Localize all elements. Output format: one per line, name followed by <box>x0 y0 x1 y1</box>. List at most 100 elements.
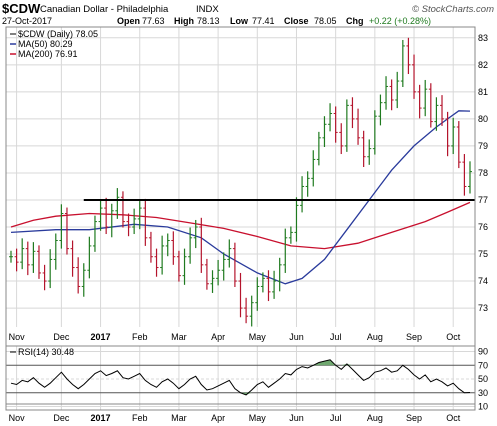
legend-ma50: MA(50) 80.29 <box>18 39 73 49</box>
low-label: Low <box>230 16 249 26</box>
x-tick-label: Jun <box>289 332 304 342</box>
x-tick-label: Sep <box>406 332 422 342</box>
price-bar <box>59 204 64 249</box>
x-tick-label: Aug <box>367 332 383 342</box>
x-tick-label: 2017 <box>91 332 111 342</box>
price-bar <box>255 277 260 311</box>
price-bar <box>344 99 349 152</box>
price-bar <box>53 233 58 270</box>
price-bar <box>249 295 254 327</box>
price-bar <box>384 76 389 110</box>
price-bar <box>143 198 148 246</box>
price-y-tick: 83 <box>478 33 488 43</box>
price-bar <box>227 239 232 268</box>
price-bar <box>300 176 305 213</box>
price-bar <box>182 248 187 285</box>
price-bar <box>36 245 41 279</box>
ma200-line <box>10 201 471 250</box>
price-bar <box>64 207 69 255</box>
price-bar <box>25 241 30 276</box>
x-tick-label: May <box>249 332 267 342</box>
price-bar <box>339 123 344 155</box>
rsi-x-tick-label: Apr <box>211 413 225 423</box>
price-bar <box>221 252 226 281</box>
price-bar <box>199 217 204 273</box>
price-bar <box>204 258 209 290</box>
price-bar <box>412 54 417 99</box>
price-bar <box>361 130 366 167</box>
price-y-tick: 82 <box>478 60 488 70</box>
rsi-y-tick: 50 <box>478 374 488 384</box>
price-bar <box>132 208 137 235</box>
price-bar <box>400 39 405 87</box>
price-bars <box>9 37 472 327</box>
price-bar <box>154 248 159 277</box>
rsi-x-tick-label: Nov <box>9 413 26 423</box>
price-bar <box>451 117 456 155</box>
rsi-x-tick-label: Dec <box>53 413 70 423</box>
price-bar <box>160 235 165 275</box>
rsi-panel-border <box>5 345 476 411</box>
price-y-tick: 73 <box>478 303 488 313</box>
price-bar <box>294 197 299 242</box>
open-value: 77.63 <box>142 16 165 26</box>
price-bar <box>126 213 131 237</box>
open-label: Open <box>117 16 140 26</box>
rsi-line <box>10 359 471 396</box>
rsi-x-tick-label: Aug <box>367 413 383 423</box>
price-bar <box>333 106 338 143</box>
price-bar <box>423 79 428 117</box>
price-bar <box>440 95 445 126</box>
rsi-x-tick-label: Jun <box>289 413 304 423</box>
price-bar <box>104 197 109 235</box>
price-bar <box>42 264 47 291</box>
price-bar <box>20 238 25 270</box>
price-y-tick: 74 <box>478 276 488 286</box>
rsi-y-tick: 70 <box>478 360 488 370</box>
rsi-plot <box>10 359 471 396</box>
price-bar <box>188 227 193 264</box>
price-bar <box>417 84 422 119</box>
price-bar <box>210 270 215 293</box>
price-bar <box>81 263 86 297</box>
rsi-x-tick-label: May <box>249 413 267 423</box>
price-bar <box>98 199 103 231</box>
price-bar <box>434 97 439 131</box>
price-legend: $CDW (Daily) 78.05 MA(50) 80.29 MA(200) … <box>10 29 98 59</box>
price-y-tick: 75 <box>478 249 488 259</box>
x-tick-label: Jul <box>330 332 342 342</box>
price-bar <box>14 248 19 272</box>
price-bar <box>76 257 81 294</box>
price-bar <box>238 272 243 318</box>
price-bar <box>115 188 120 219</box>
price-bar <box>87 236 92 279</box>
price-bar <box>367 139 372 165</box>
price-y-tick: 78 <box>478 168 488 178</box>
price-bar <box>389 79 394 111</box>
price-bar <box>395 71 400 109</box>
price-bar <box>92 215 97 252</box>
price-y-tick: 76 <box>478 222 488 232</box>
rsi-y-tick: 30 <box>478 388 488 398</box>
rsi-x-tick-label: 2017 <box>91 413 111 423</box>
price-bar <box>48 249 53 289</box>
rsi-x-tick-label: Jul <box>330 413 342 423</box>
chg-label: Chg <box>346 16 364 26</box>
x-tick-label: Dec <box>53 332 70 342</box>
price-bar <box>266 270 271 302</box>
price-bar <box>305 171 310 197</box>
x-tick-label: Feb <box>132 332 148 342</box>
price-bar <box>272 270 277 299</box>
price-bar <box>406 37 411 75</box>
price-bar <box>428 83 433 128</box>
price-bar <box>468 161 472 194</box>
low-value: 77.41 <box>252 16 275 26</box>
legend-price: $CDW (Daily) 78.05 <box>18 29 98 39</box>
x-tick-label: Mar <box>171 332 187 342</box>
price-bar <box>462 154 467 196</box>
price-bar <box>350 97 355 129</box>
close-label: Close <box>284 16 309 26</box>
price-bar <box>176 250 181 282</box>
price-bar <box>311 150 316 187</box>
